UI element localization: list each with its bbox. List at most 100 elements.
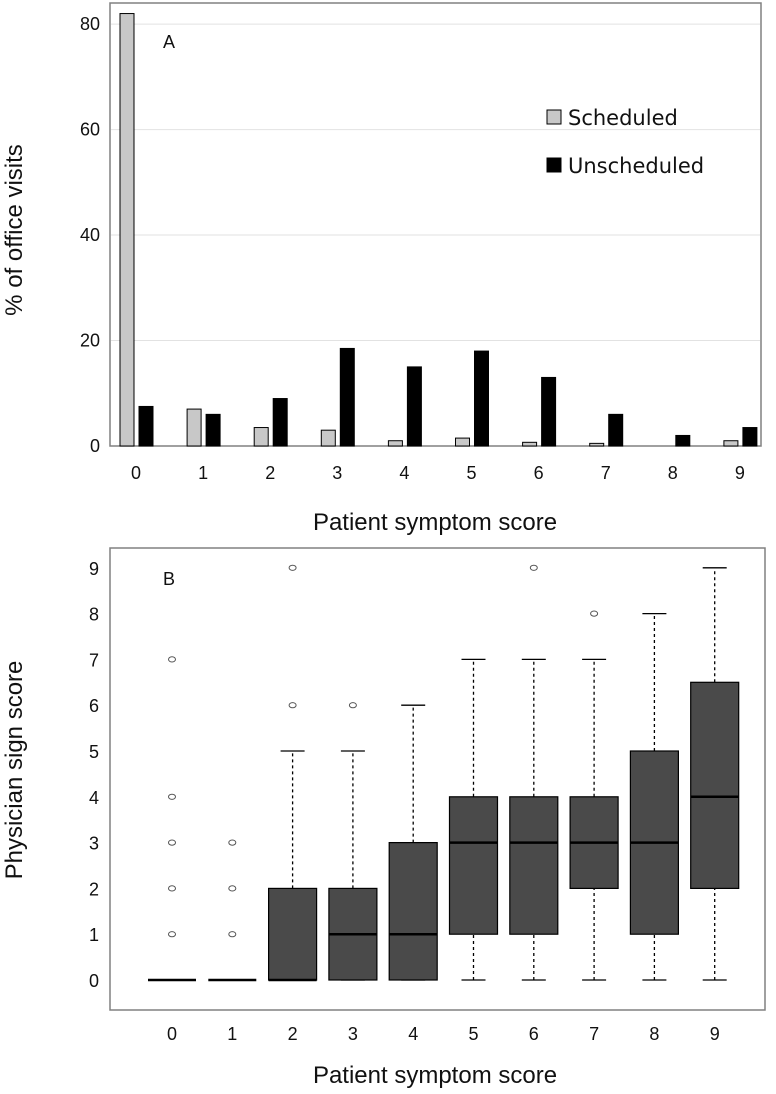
bar-scheduled-6 (522, 441, 538, 447)
x-tick-label: 9 (710, 1024, 720, 1044)
y-tick-label: 5 (89, 742, 99, 762)
panel-b: 0 1 2 3 4 5 6 7 8 9 0 1 2 3 4 5 6 7 8 9 B Physician sign s… (1, 547, 766, 1089)
y-tick-label: 8 (89, 605, 99, 625)
panel-b-x-axis-title: Patient symptom score (313, 1062, 557, 1089)
x-tick-label: 6 (529, 1024, 539, 1044)
y-tick-label: 1 (89, 925, 99, 945)
y-tick-label: 6 (89, 696, 99, 716)
x-tick-label: 7 (601, 463, 611, 483)
y-tick-label: 60 (80, 120, 100, 140)
bar-unscheduled-1 (205, 413, 221, 447)
x-tick-label: 7 (589, 1024, 599, 1044)
bar-scheduled-5 (455, 437, 470, 447)
x-tick-label: 1 (198, 463, 208, 483)
box-group-1 (208, 839, 257, 982)
bar-scheduled-7 (589, 442, 605, 447)
bar-unscheduled-8 (675, 434, 691, 447)
panel-a: 0 20 40 60 80 0 1 2 3 4 5 6 7 8 9 A Scheduled Unsched… (1, 2, 762, 536)
panel-a-legend: Scheduled Unscheduled (546, 106, 704, 178)
outlier-point (168, 885, 176, 892)
panel-b-x-tick-labels: 0 1 2 3 4 5 6 7 8 9 (167, 1024, 720, 1044)
outlier-point (590, 610, 599, 617)
outlier-point (288, 564, 297, 571)
legend-label-unscheduled: Unscheduled (568, 154, 704, 178)
panel-b-y-axis-title: Physician sign score (1, 661, 28, 880)
box-iqr (388, 841, 438, 981)
y-tick-label: 20 (80, 331, 100, 351)
panel-a-letter: A (163, 32, 175, 52)
x-tick-label: 1 (227, 1024, 237, 1044)
box-group-3 (328, 702, 378, 981)
bar-scheduled-2 (253, 427, 269, 447)
y-tick-label: 40 (80, 225, 100, 245)
panel-a-gridlines (111, 23, 760, 342)
panel-a-frame (109, 2, 762, 447)
legend-label-scheduled: Scheduled (568, 106, 678, 130)
x-tick-label: 0 (131, 463, 141, 483)
box-iqr (509, 796, 559, 935)
bar-unscheduled-2 (272, 398, 288, 447)
bar-scheduled-0 (119, 13, 135, 447)
panel-b-y-tick-labels: 0 1 2 3 4 5 6 7 8 9 (89, 559, 99, 991)
bar-unscheduled-9 (742, 427, 758, 447)
panel-a-bars (119, 13, 758, 447)
outlier-point (529, 564, 538, 571)
outlier-point (228, 839, 237, 846)
panel-b-letter: B (163, 569, 175, 589)
panel-b-boxes (148, 564, 740, 982)
box-iqr (690, 681, 740, 889)
x-tick-label: 0 (167, 1024, 177, 1044)
y-tick-label: 2 (89, 879, 99, 899)
box-iqr (268, 887, 318, 981)
bar-unscheduled-0 (138, 405, 154, 447)
outlier-point (228, 885, 237, 892)
box-group-2 (268, 564, 318, 982)
y-tick-label: 7 (89, 650, 99, 670)
box-group-8 (629, 612, 680, 981)
y-tick-label: 0 (89, 971, 99, 991)
x-tick-label: 3 (348, 1024, 358, 1044)
y-tick-label: 9 (89, 559, 99, 579)
legend-swatch-scheduled (546, 109, 562, 125)
box-group-6 (509, 564, 559, 981)
bar-scheduled-4 (387, 440, 403, 447)
x-tick-label: 2 (288, 1024, 298, 1044)
box-group-0 (148, 656, 196, 982)
panel-a-y-axis-title: % of office visits (1, 144, 28, 316)
bar-scheduled-9 (723, 440, 739, 447)
y-tick-label: 3 (89, 834, 99, 854)
y-tick-label: 80 (80, 14, 100, 34)
bar-scheduled-3 (320, 429, 336, 447)
box-group-9 (690, 567, 740, 981)
y-tick-label: 4 (89, 788, 99, 808)
x-tick-label: 2 (265, 463, 275, 483)
x-tick-label: 4 (408, 1024, 418, 1044)
panel-a-x-tick-labels: 0 1 2 3 4 5 6 7 8 9 (131, 463, 745, 483)
bar-unscheduled-5 (474, 350, 489, 447)
x-tick-label: 8 (649, 1024, 659, 1044)
outlier-point (348, 702, 357, 709)
box-group-4 (388, 704, 438, 981)
x-tick-label: 9 (735, 463, 745, 483)
panel-a-x-axis-title: Patient symptom score (313, 509, 557, 536)
outlier-point (168, 793, 176, 800)
outlier-point (228, 931, 237, 938)
bar-unscheduled-6 (541, 376, 557, 447)
panel-a-y-tick-labels: 0 20 40 60 80 (80, 14, 100, 456)
legend-swatch-unscheduled (546, 157, 562, 173)
box-group-5 (448, 658, 499, 981)
x-tick-label: 5 (468, 1024, 478, 1044)
bar-scheduled-1 (186, 408, 202, 447)
x-tick-label: 3 (332, 463, 342, 483)
outlier-point (168, 656, 176, 663)
box-group-7 (569, 610, 619, 981)
box-iqr (448, 796, 499, 935)
outlier-point (288, 702, 297, 709)
x-tick-label: 5 (466, 463, 476, 483)
x-tick-label: 8 (668, 463, 678, 483)
y-tick-label: 0 (90, 436, 100, 456)
bar-unscheduled-4 (406, 366, 422, 447)
x-tick-label: 4 (399, 463, 409, 483)
bar-unscheduled-7 (608, 413, 624, 447)
